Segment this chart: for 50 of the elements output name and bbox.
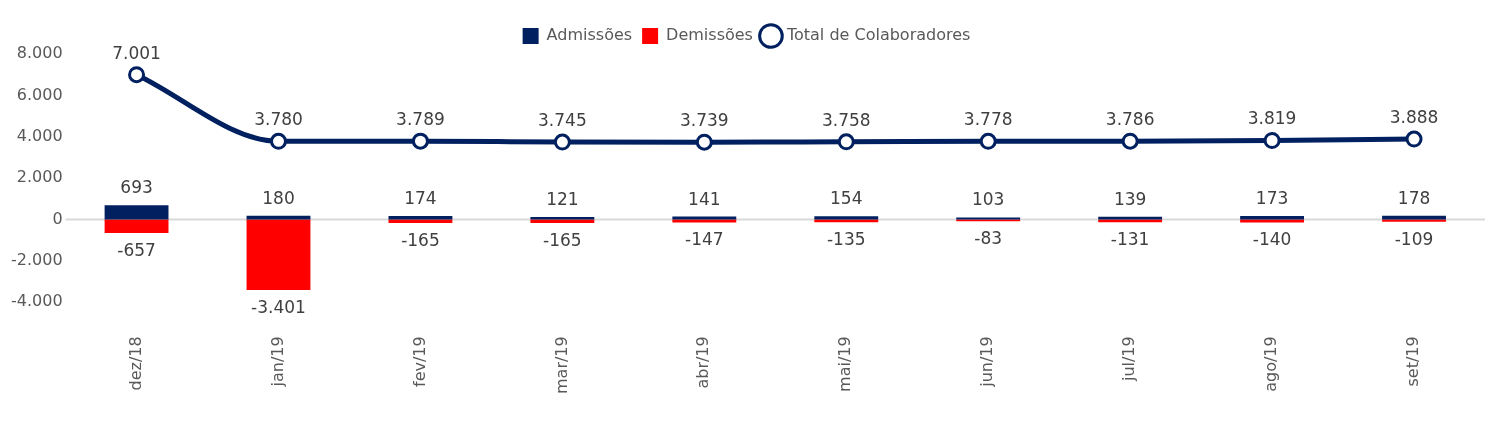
- data-label: 3.780: [254, 109, 303, 130]
- y-tick-label: 2.000: [16, 167, 63, 187]
- data-label: -3.401: [251, 296, 306, 317]
- data-label: 154: [830, 188, 863, 209]
- x-tick-label: set/19: [1403, 336, 1423, 387]
- data-label: 3.739: [679, 110, 729, 131]
- data-label: 3.819: [1247, 108, 1297, 129]
- data-label: 3.758: [821, 109, 871, 130]
- data-label: -165: [401, 229, 440, 250]
- data-label: -147: [685, 229, 724, 250]
- data-label: 173: [1255, 187, 1289, 208]
- y-tick-label: -4.000: [11, 291, 63, 311]
- x-tick-label: mar/19: [551, 336, 571, 394]
- x-tick-label: abr/19: [693, 336, 713, 389]
- data-label: 121: [546, 188, 579, 209]
- data-label: 139: [1113, 188, 1147, 209]
- data-label: 103: [971, 189, 1005, 210]
- legend-label: Total de Colaboradores: [785, 25, 971, 45]
- legend-label: Demissões: [666, 25, 753, 45]
- data-label: 3.888: [1389, 107, 1439, 127]
- x-tick-label: dez/18: [125, 336, 145, 391]
- data-label: 174: [404, 187, 437, 208]
- y-tick-label: 4.000: [16, 125, 63, 145]
- data-label: -83: [974, 228, 1003, 249]
- data-label: 178: [1397, 187, 1431, 208]
- data-label: 3.786: [1105, 109, 1155, 130]
- data-label: 7.001: [112, 42, 161, 63]
- data-label: 180: [262, 187, 295, 208]
- x-tick-label: ago/19: [1261, 336, 1281, 392]
- data-label: -140: [1252, 229, 1292, 250]
- data-label: 3.778: [963, 109, 1013, 130]
- y-tick-label: 0: [52, 208, 63, 228]
- y-tick-label: -2.000: [11, 250, 63, 270]
- data-label: -165: [543, 229, 582, 250]
- data-label: 141: [688, 188, 721, 209]
- data-label: 3.789: [396, 109, 445, 130]
- y-tick-label: 8.000: [16, 43, 63, 63]
- data-label: 3.745: [538, 109, 587, 130]
- data-label: -657: [117, 240, 156, 261]
- x-tick-label: mai/19: [835, 336, 855, 392]
- legend-label: Admissões: [546, 25, 633, 45]
- data-label: -109: [1394, 228, 1434, 249]
- x-tick-label: jul/19: [1119, 336, 1139, 383]
- x-tick-label: jan/19: [267, 336, 287, 388]
- data-label: -135: [826, 229, 866, 250]
- x-tick-label: jun/19: [977, 336, 997, 388]
- data-label: 693: [120, 177, 153, 198]
- y-tick-label: 6.000: [16, 84, 63, 104]
- x-tick-label: fev/19: [409, 336, 429, 387]
- data-label: -131: [1110, 229, 1150, 250]
